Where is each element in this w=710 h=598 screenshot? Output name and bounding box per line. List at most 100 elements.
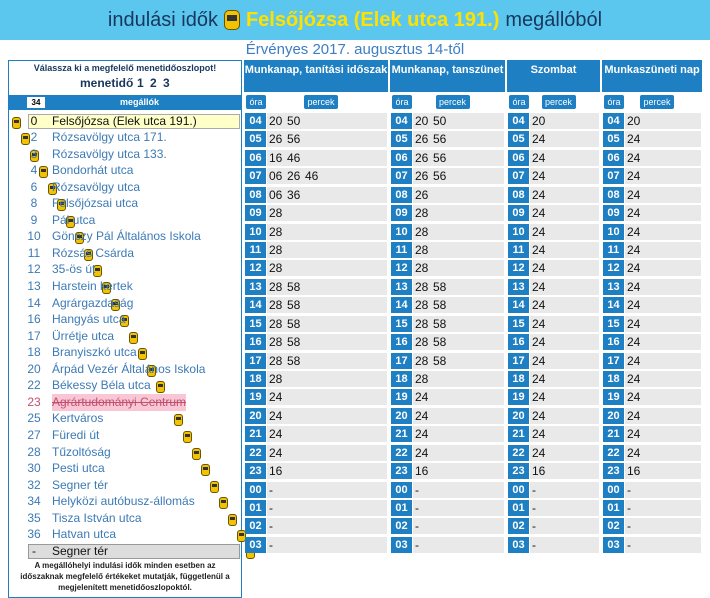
departure-minute: 24 [627,408,641,423]
runtime-option[interactable]: 2 [150,76,157,90]
departure-minute: 24 [627,353,641,368]
hour-cell: 04 [245,113,266,129]
hour-button[interactable]: óra [392,95,412,109]
hour-button[interactable]: óra [604,95,624,109]
stop-name[interactable]: Segner tér [52,543,109,558]
column-header[interactable]: Munkanap, tanszünet [390,60,505,92]
hour-cell: 05 [245,131,266,148]
column-header[interactable]: Szombat [507,60,600,92]
minute-button[interactable]: percek [435,95,470,109]
runtime-option[interactable]: 1 [137,76,144,90]
hour-cell: 22 [603,444,624,461]
hour-cell: 13 [508,278,529,295]
stop-name[interactable]: Ürrétje utca [52,328,115,343]
stop-name[interactable]: Kertváros [52,411,104,426]
stops-header [9,95,241,110]
minute-cell [625,278,701,295]
stop-name[interactable]: Pál utca [52,212,96,227]
minute-cell [267,113,387,129]
minute-cell [413,500,504,517]
stop-name[interactable]: Rózsavölgy utca [52,179,141,194]
stop-name[interactable]: Rózsás Csárda [52,245,135,260]
minute-cell [413,407,504,424]
stop-name[interactable]: Branyiszkó utca [52,345,137,360]
minute-cell [413,297,504,314]
departure-minute: 24 [532,279,546,294]
stop-minute: 2 [30,130,38,145]
stop-name[interactable]: Helyközi autóbusz-állomás [52,494,195,509]
stop-name[interactable]: Tisza István utca [52,510,142,525]
departure-minute: - [627,519,631,534]
departure-minute: 24 [532,261,546,276]
departure-minute: 28 [415,298,429,313]
departure-minute: 24 [627,279,641,294]
hour-cell: 16 [508,334,529,351]
stop-name[interactable]: Gönczy Pál Általános Iskola [52,229,201,244]
departure-minute: 50 [433,114,447,128]
minute-button[interactable]: percek [541,95,576,109]
stop-name[interactable]: Agrártudományi Centrum [52,393,187,411]
departure-minute: 58 [433,335,447,350]
stop-name[interactable]: Segner tér [52,477,109,492]
stop-name[interactable]: Rózsavölgy utca 133. [52,146,167,161]
stop-name[interactable]: Hangyás utca [52,312,126,327]
departure-minute: 24 [532,243,546,257]
minute-cell [625,463,701,480]
departure-minute: 24 [532,169,546,184]
departure-minute: 24 [269,408,283,423]
bus-icon [39,166,48,179]
departure-minute: 28 [415,279,429,294]
stop-name[interactable]: Tűzoltóság [52,444,111,459]
stop-minute: 11 [27,245,41,260]
departure-minute: - [532,501,536,516]
stop-name[interactable]: Felsőjózsai utca [52,196,139,211]
minute-cell [267,407,387,424]
column-header[interactable]: Munkaszüneti nap [602,60,702,92]
stop-name[interactable]: Hatvan utca [52,527,117,542]
hour-button[interactable]: óra [509,95,529,109]
hour-cell: 20 [603,407,624,424]
stop-name[interactable]: Bondorhát utca [52,163,134,178]
minute-cell [530,444,599,461]
bus-icon [120,315,129,328]
hour-button[interactable]: óra [246,95,266,109]
hour-cell: 13 [391,278,412,295]
hour-cell: 00 [508,481,529,498]
minute-cell [413,371,504,388]
column-header[interactable]: Munkanap, tanítási időszak [244,60,388,92]
terminus-button [28,543,240,559]
stop-name[interactable]: Felsőjózsa (Elek utca 191.) [52,113,197,128]
minute-cell [413,205,504,222]
stop-name[interactable]: 35-ös út [52,262,96,277]
departure-minute: 56 [433,132,447,147]
stop-name[interactable]: Békessy Béla utca [52,378,151,393]
hour-cell: 02 [245,518,266,535]
minute-cell [267,463,387,480]
stop-minute: 35 [27,510,41,525]
departure-minute: 24 [627,445,641,460]
stop-name[interactable]: Rózsavölgy utca 171. [52,130,167,145]
departure-minute: 24 [627,298,641,313]
minute-cell [530,315,599,332]
minute-cell [530,334,599,351]
stop-name[interactable]: Füredi út [52,427,100,442]
stop-name[interactable]: Harstein kertek [52,279,133,293]
stop-name[interactable]: Árpád Vezér Általános Iskola [52,361,206,376]
stop-name[interactable]: Pesti utca [52,461,105,476]
minute-button[interactable]: percek [640,95,674,109]
departure-minute: 06 [269,187,283,202]
hour-cell: 11 [508,242,529,258]
hour-cell: 20 [391,407,412,424]
stop-minute: 12 [27,262,41,277]
minute-button[interactable]: percek [304,95,338,109]
bus-icon [228,513,237,526]
stop-minute: 36 [27,527,41,542]
hour-cell: 01 [508,500,529,517]
runtime-option[interactable]: 3 [163,76,170,90]
minute-cell [530,536,599,553]
minute-cell [625,131,701,148]
stop-name[interactable]: Agrárgazdaság [52,295,134,310]
departure-minute: 26 [269,132,283,147]
current-stop-highlight [28,113,240,129]
